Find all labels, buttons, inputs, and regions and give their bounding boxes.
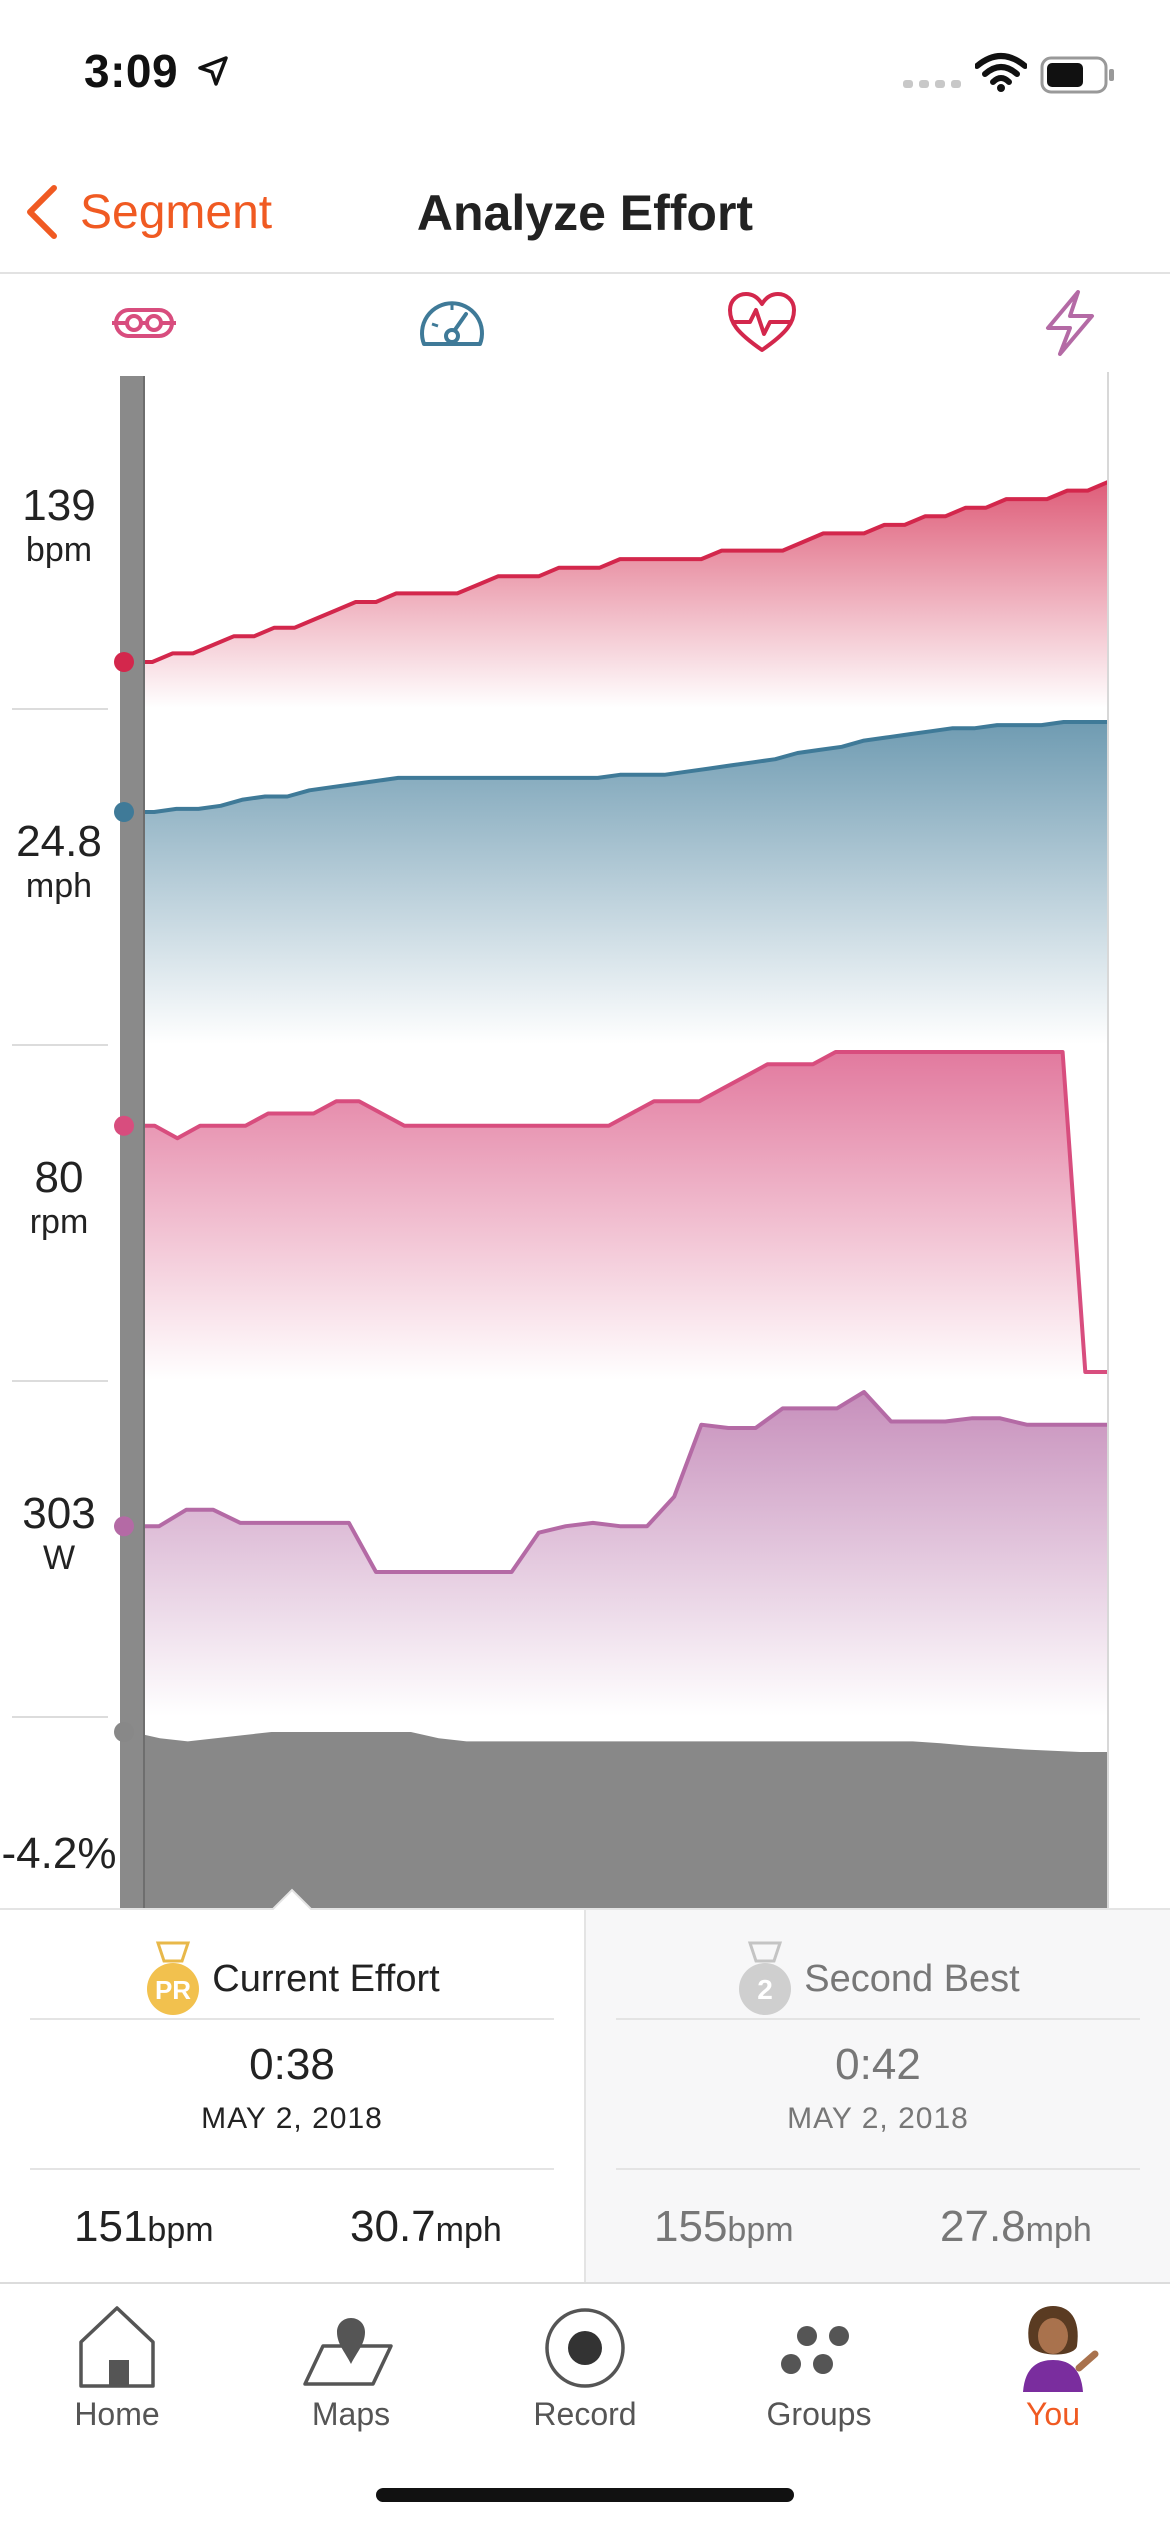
- back-button[interactable]: Segment: [20, 172, 272, 252]
- tab-label: You: [1026, 2396, 1080, 2432]
- tab-label: Home: [74, 2396, 160, 2432]
- effort-date: MAY 2, 2018: [787, 2102, 969, 2135]
- tab-you[interactable]: You: [936, 2284, 1170, 2444]
- heart-rate-stat: 151bpm: [74, 2202, 214, 2252]
- selected-pointer: [270, 1888, 314, 1912]
- series-area-W: [132, 1392, 1108, 1716]
- y-label-grade: -4.2%: [0, 1829, 118, 1878]
- back-label: Segment: [80, 185, 273, 239]
- tab-groups[interactable]: Groups: [702, 2284, 936, 2444]
- speedometer-icon[interactable]: [416, 290, 488, 356]
- effort-comparison-panel: PR Current Effort 0:38 MAY 2, 2018 151bp…: [0, 1888, 1170, 2284]
- y-label-cadence: 80 rpm: [0, 1153, 118, 1243]
- heart-rate-stat: 155bpm: [654, 2202, 794, 2252]
- stat-value: 151: [74, 2202, 148, 2251]
- current-effort-card[interactable]: PR Current Effort 0:38 MAY 2, 2018 151bp…: [0, 1888, 584, 2284]
- series-area-grade: [132, 1732, 1108, 1908]
- y-value: 80: [34, 1153, 84, 1202]
- series-marker-mph: [114, 802, 134, 822]
- divider: [30, 2168, 554, 2170]
- y-label-power: 303 W: [0, 1489, 118, 1579]
- divider: [12, 1380, 108, 1382]
- effort-date: MAY 2, 2018: [201, 2102, 383, 2135]
- home-icon: [79, 2306, 155, 2388]
- series-marker-W: [114, 1516, 134, 1537]
- tab-maps[interactable]: Maps: [234, 2284, 468, 2444]
- divider: [12, 1044, 108, 1046]
- tab-label: Groups: [766, 2396, 872, 2432]
- tab-home[interactable]: Home: [0, 2284, 234, 2444]
- record-icon: [545, 2308, 625, 2388]
- series-marker-bpm: [114, 652, 134, 672]
- stat-value: 155: [654, 2202, 728, 2251]
- y-unit: mph: [25, 867, 93, 906]
- medal-badge-text: PR: [155, 1975, 191, 2005]
- divider: [12, 1716, 108, 1718]
- second-best-card[interactable]: 2 Second Best 0:42 MAY 2, 2018 155bpm 27…: [584, 1910, 1170, 2284]
- y-unit: bpm: [25, 531, 93, 570]
- home-indicator: [376, 2488, 794, 2502]
- card-title: Current Effort: [212, 1957, 440, 2000]
- y-value: -4.2%: [1, 1829, 117, 1878]
- series-area-bpm: [132, 482, 1108, 708]
- series-line-mph: [132, 720, 1108, 814]
- effort-time: 0:42: [835, 2040, 921, 2089]
- divider: [12, 708, 108, 710]
- speed-stat: 30.7mph: [350, 2202, 502, 2252]
- map-icon: [303, 2318, 393, 2386]
- lightning-icon[interactable]: [1034, 290, 1106, 356]
- y-label-heart-rate: 139 bpm: [0, 481, 118, 571]
- effort-time: 0:38: [249, 2040, 335, 2089]
- series-area-rpm: [132, 1052, 1108, 1380]
- cellular-signal-icon: [903, 80, 961, 88]
- cadence-icon[interactable]: [108, 290, 180, 356]
- tab-label: Record: [533, 2396, 637, 2432]
- stat-value: 30.7: [350, 2202, 436, 2251]
- groups-icon: [781, 2326, 849, 2374]
- location-arrow-icon: [198, 56, 228, 86]
- status-bar: 3:09: [0, 0, 1170, 150]
- stat-unit: bpm: [727, 2211, 794, 2249]
- card-title: Second Best: [804, 1957, 1020, 2000]
- y-value: 303: [22, 1489, 96, 1538]
- nav-header: Segment Analyze Effort: [0, 150, 1170, 274]
- series-line-rpm: [132, 1050, 1108, 1374]
- stat-unit: mph: [1025, 2211, 1092, 2249]
- status-time: 3:09: [84, 45, 179, 97]
- pr-medal-icon: PR: [147, 1941, 200, 2015]
- stat-value: 27.8: [940, 2202, 1026, 2251]
- scrubber-handle[interactable]: [120, 376, 144, 1908]
- current-effort-header: PR Current Effort: [30, 1940, 554, 2020]
- tab-record[interactable]: Record: [468, 2284, 702, 2444]
- divider: [616, 2168, 1140, 2170]
- series-line-bpm: [132, 480, 1109, 664]
- medal-badge-text: 2: [757, 1974, 773, 2005]
- heart-rate-icon[interactable]: [726, 290, 798, 356]
- y-value: 24.8: [16, 817, 102, 866]
- battery-icon: [1040, 56, 1114, 94]
- second-best-header: 2 Second Best: [616, 1940, 1140, 2020]
- stat-unit: bpm: [147, 2211, 214, 2249]
- metric-icon-row: [0, 276, 1170, 372]
- series-marker-rpm: [114, 1115, 134, 1136]
- silver-medal-icon: 2: [739, 1941, 792, 2015]
- avatar-icon: [1023, 2306, 1099, 2392]
- series-marker-grade: [114, 1722, 134, 1742]
- y-unit: rpm: [29, 1203, 89, 1242]
- series-area-mph: [132, 722, 1108, 1044]
- y-unit: W: [42, 1539, 76, 1578]
- chevron-left-icon: [27, 185, 57, 239]
- page-title: Analyze Effort: [416, 185, 754, 241]
- analysis-chart[interactable]: 139 bpm 24.8 mph 80 rpm 303 W -4.2%: [0, 372, 1170, 1908]
- y-label-speed: 24.8 mph: [0, 817, 118, 907]
- wifi-icon: [975, 53, 1027, 92]
- series-line-W: [132, 1390, 1108, 1574]
- chart-svg: [114, 372, 1109, 1908]
- stat-unit: mph: [435, 2211, 502, 2249]
- y-value: 139: [22, 481, 96, 530]
- speed-stat: 27.8mph: [940, 2202, 1092, 2252]
- tab-label: Maps: [311, 2396, 391, 2432]
